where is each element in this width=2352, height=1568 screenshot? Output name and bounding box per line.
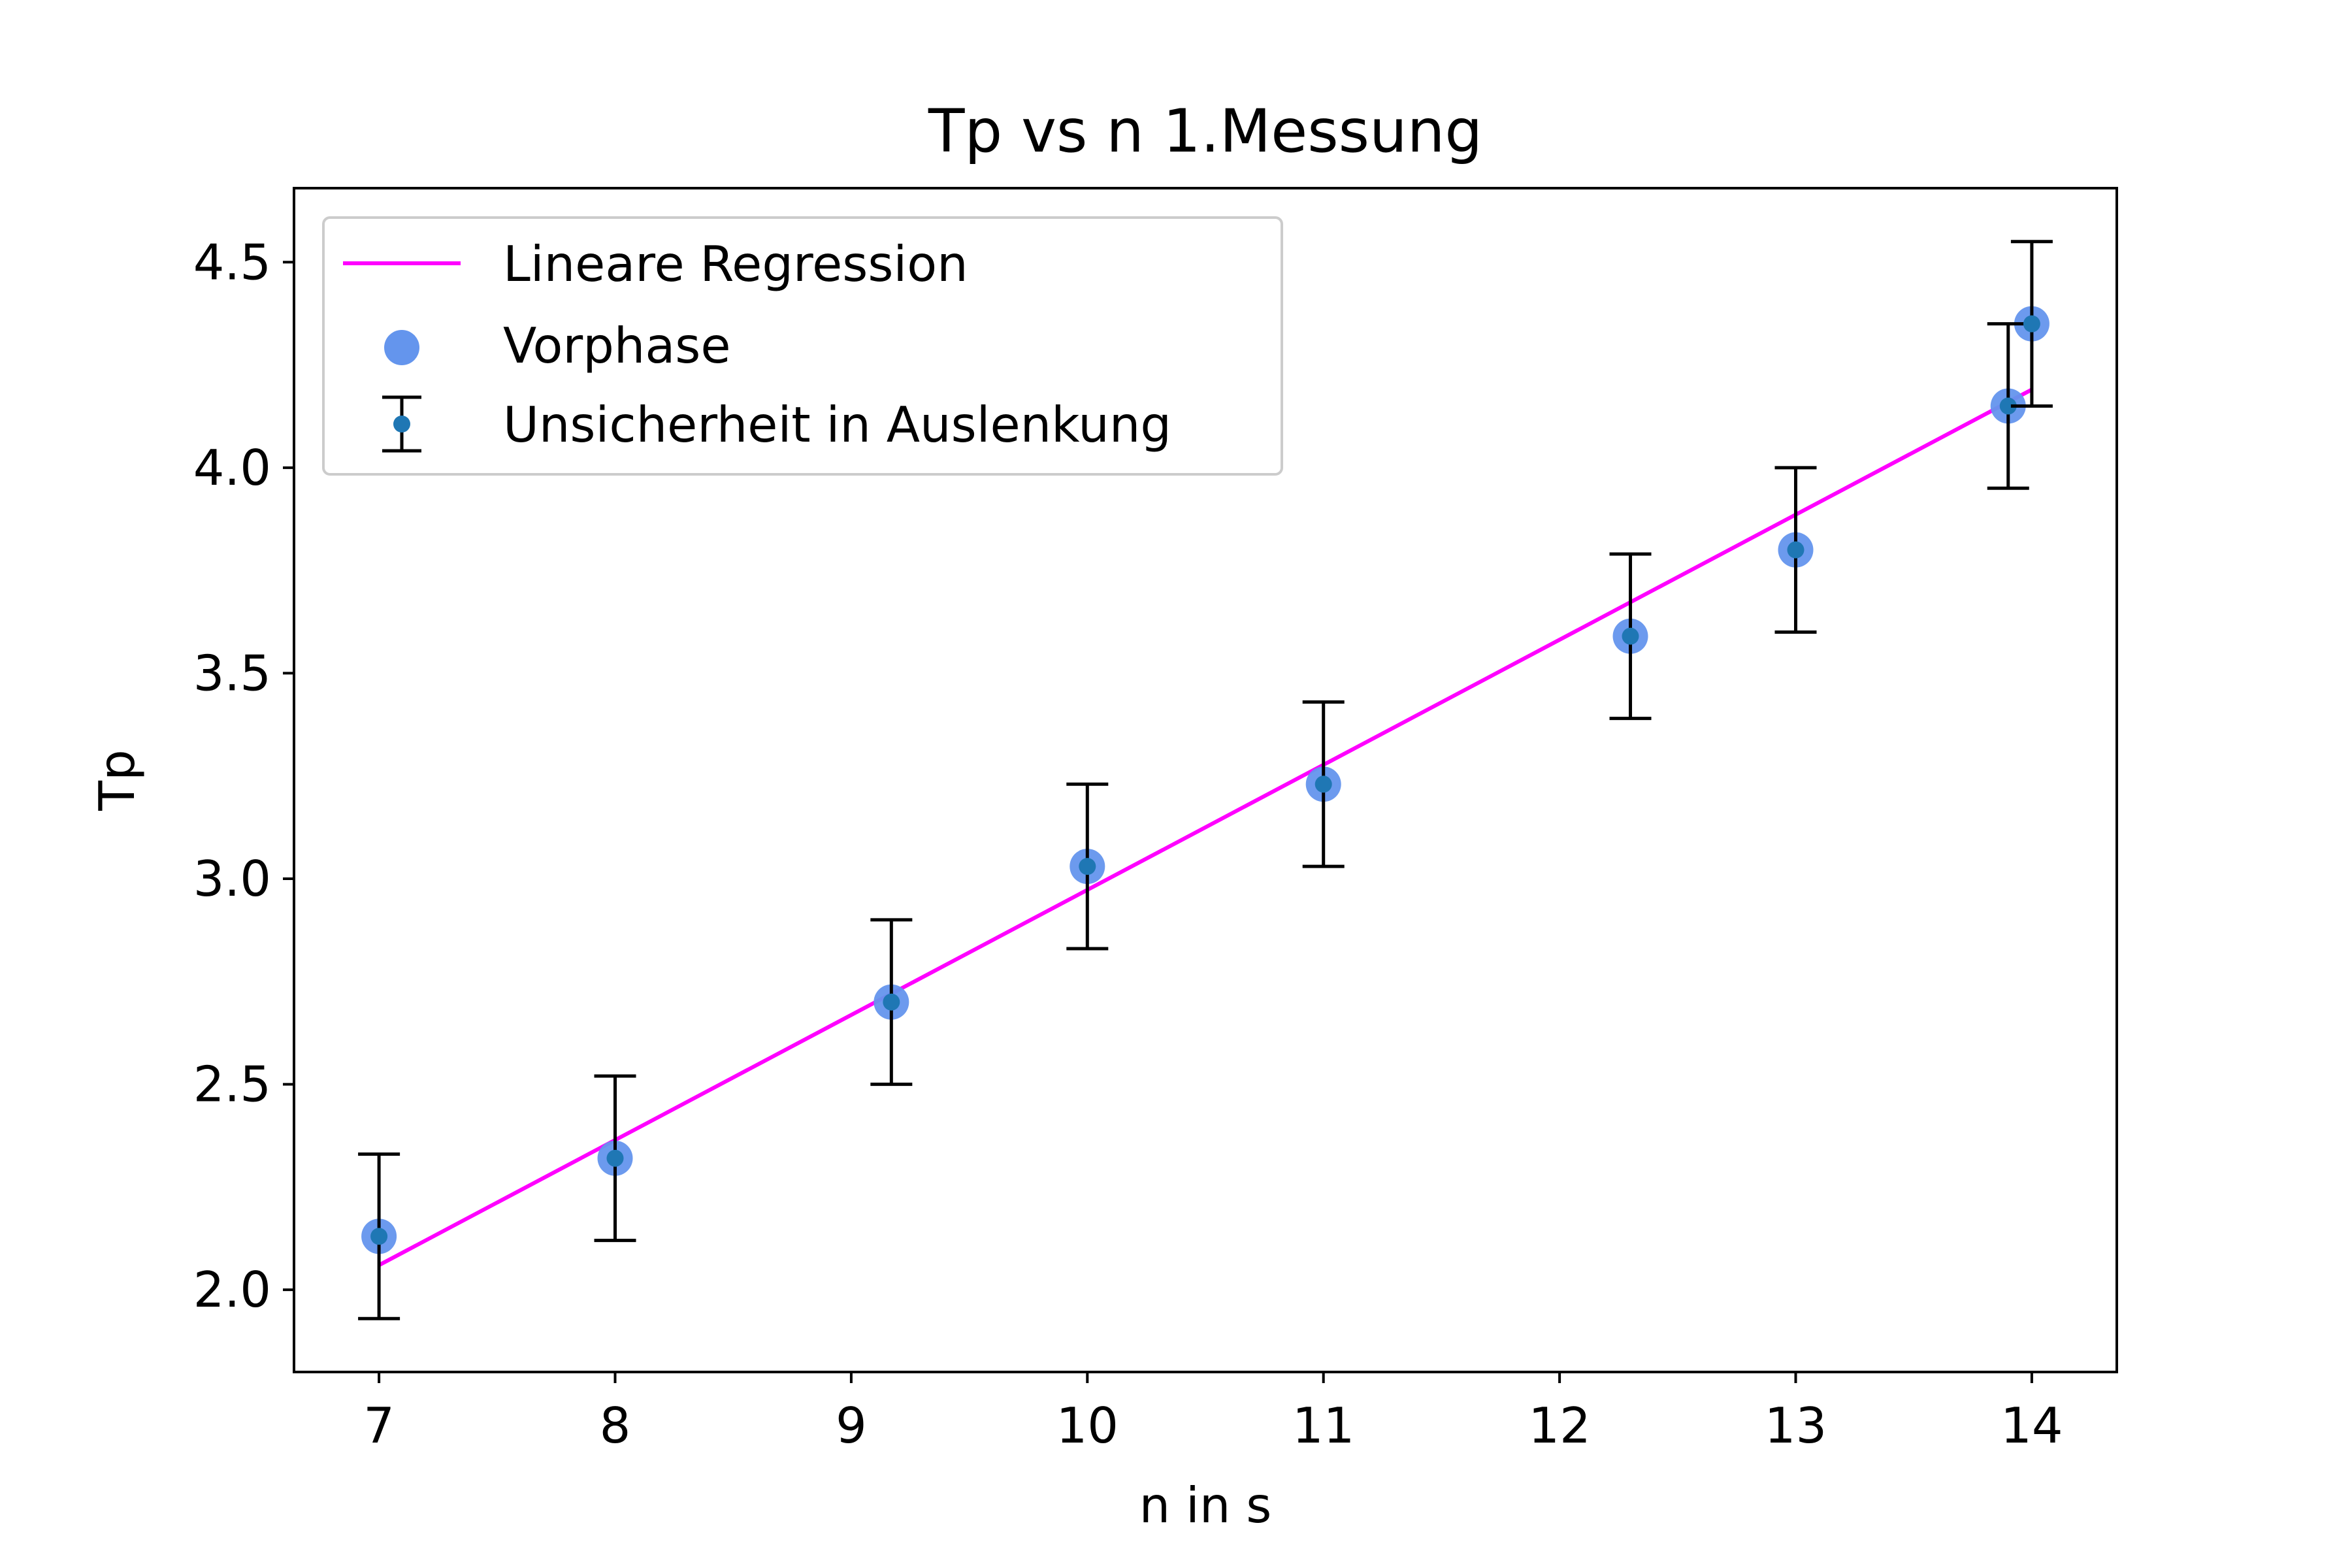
legend-errorbar-point [393,416,410,433]
plot-area [358,240,2053,1320]
legend-label-vorphase: Vorphase [503,317,731,374]
y-tick-label: 3.0 [193,850,271,907]
errorbar-point [1787,541,1805,559]
x-tick-label: 14 [2001,1397,2063,1454]
x-tick-label: 11 [1292,1397,1354,1454]
x-tick-label: 10 [1056,1397,1119,1454]
x-tick-label: 7 [363,1397,395,1454]
y-tick-label: 2.0 [193,1261,271,1318]
legend-label-unsicherheit: Unsicherheit in Auslenkung [503,396,1171,453]
errorbar-point [1315,776,1332,793]
legend: Lineare Regression Vorphase Unsicherheit i… [322,216,1283,476]
errorbar-point [2023,315,2040,333]
x-tick-label: 13 [1765,1397,1827,1454]
x-axis-label: n in s [1139,1477,1272,1534]
x-tick-label: 8 [600,1397,631,1454]
legend-label-regression: Lineare Regression [503,235,968,293]
errorbar-point [1079,858,1096,875]
errorbar-point [1622,627,1639,645]
legend-scatter-icon [384,330,419,365]
y-axis-label: Tp [88,749,146,811]
plot-frame [293,187,2118,1373]
x-tick-label: 12 [1528,1397,1590,1454]
errorbar-point [883,993,900,1011]
errorbar-point [1999,397,2017,415]
regression-line [378,387,2033,1267]
y-tick-label: 2.5 [193,1056,271,1113]
y-tick-label: 3.5 [193,644,271,702]
y-tick-label: 4.5 [193,233,271,291]
errorbar-point [606,1149,624,1167]
y-tick-label: 4.0 [193,439,271,497]
x-axis: 7 8 9 10 11 12 13 14 [363,1372,2063,1454]
y-axis: 2.0 2.5 3.0 3.5 4.0 4.5 [193,233,294,1318]
chart-title: Tp vs n 1.Messung [928,97,1482,166]
x-tick-label: 9 [836,1397,867,1454]
legend-frame [322,216,1283,476]
errorbar-point [370,1228,388,1245]
